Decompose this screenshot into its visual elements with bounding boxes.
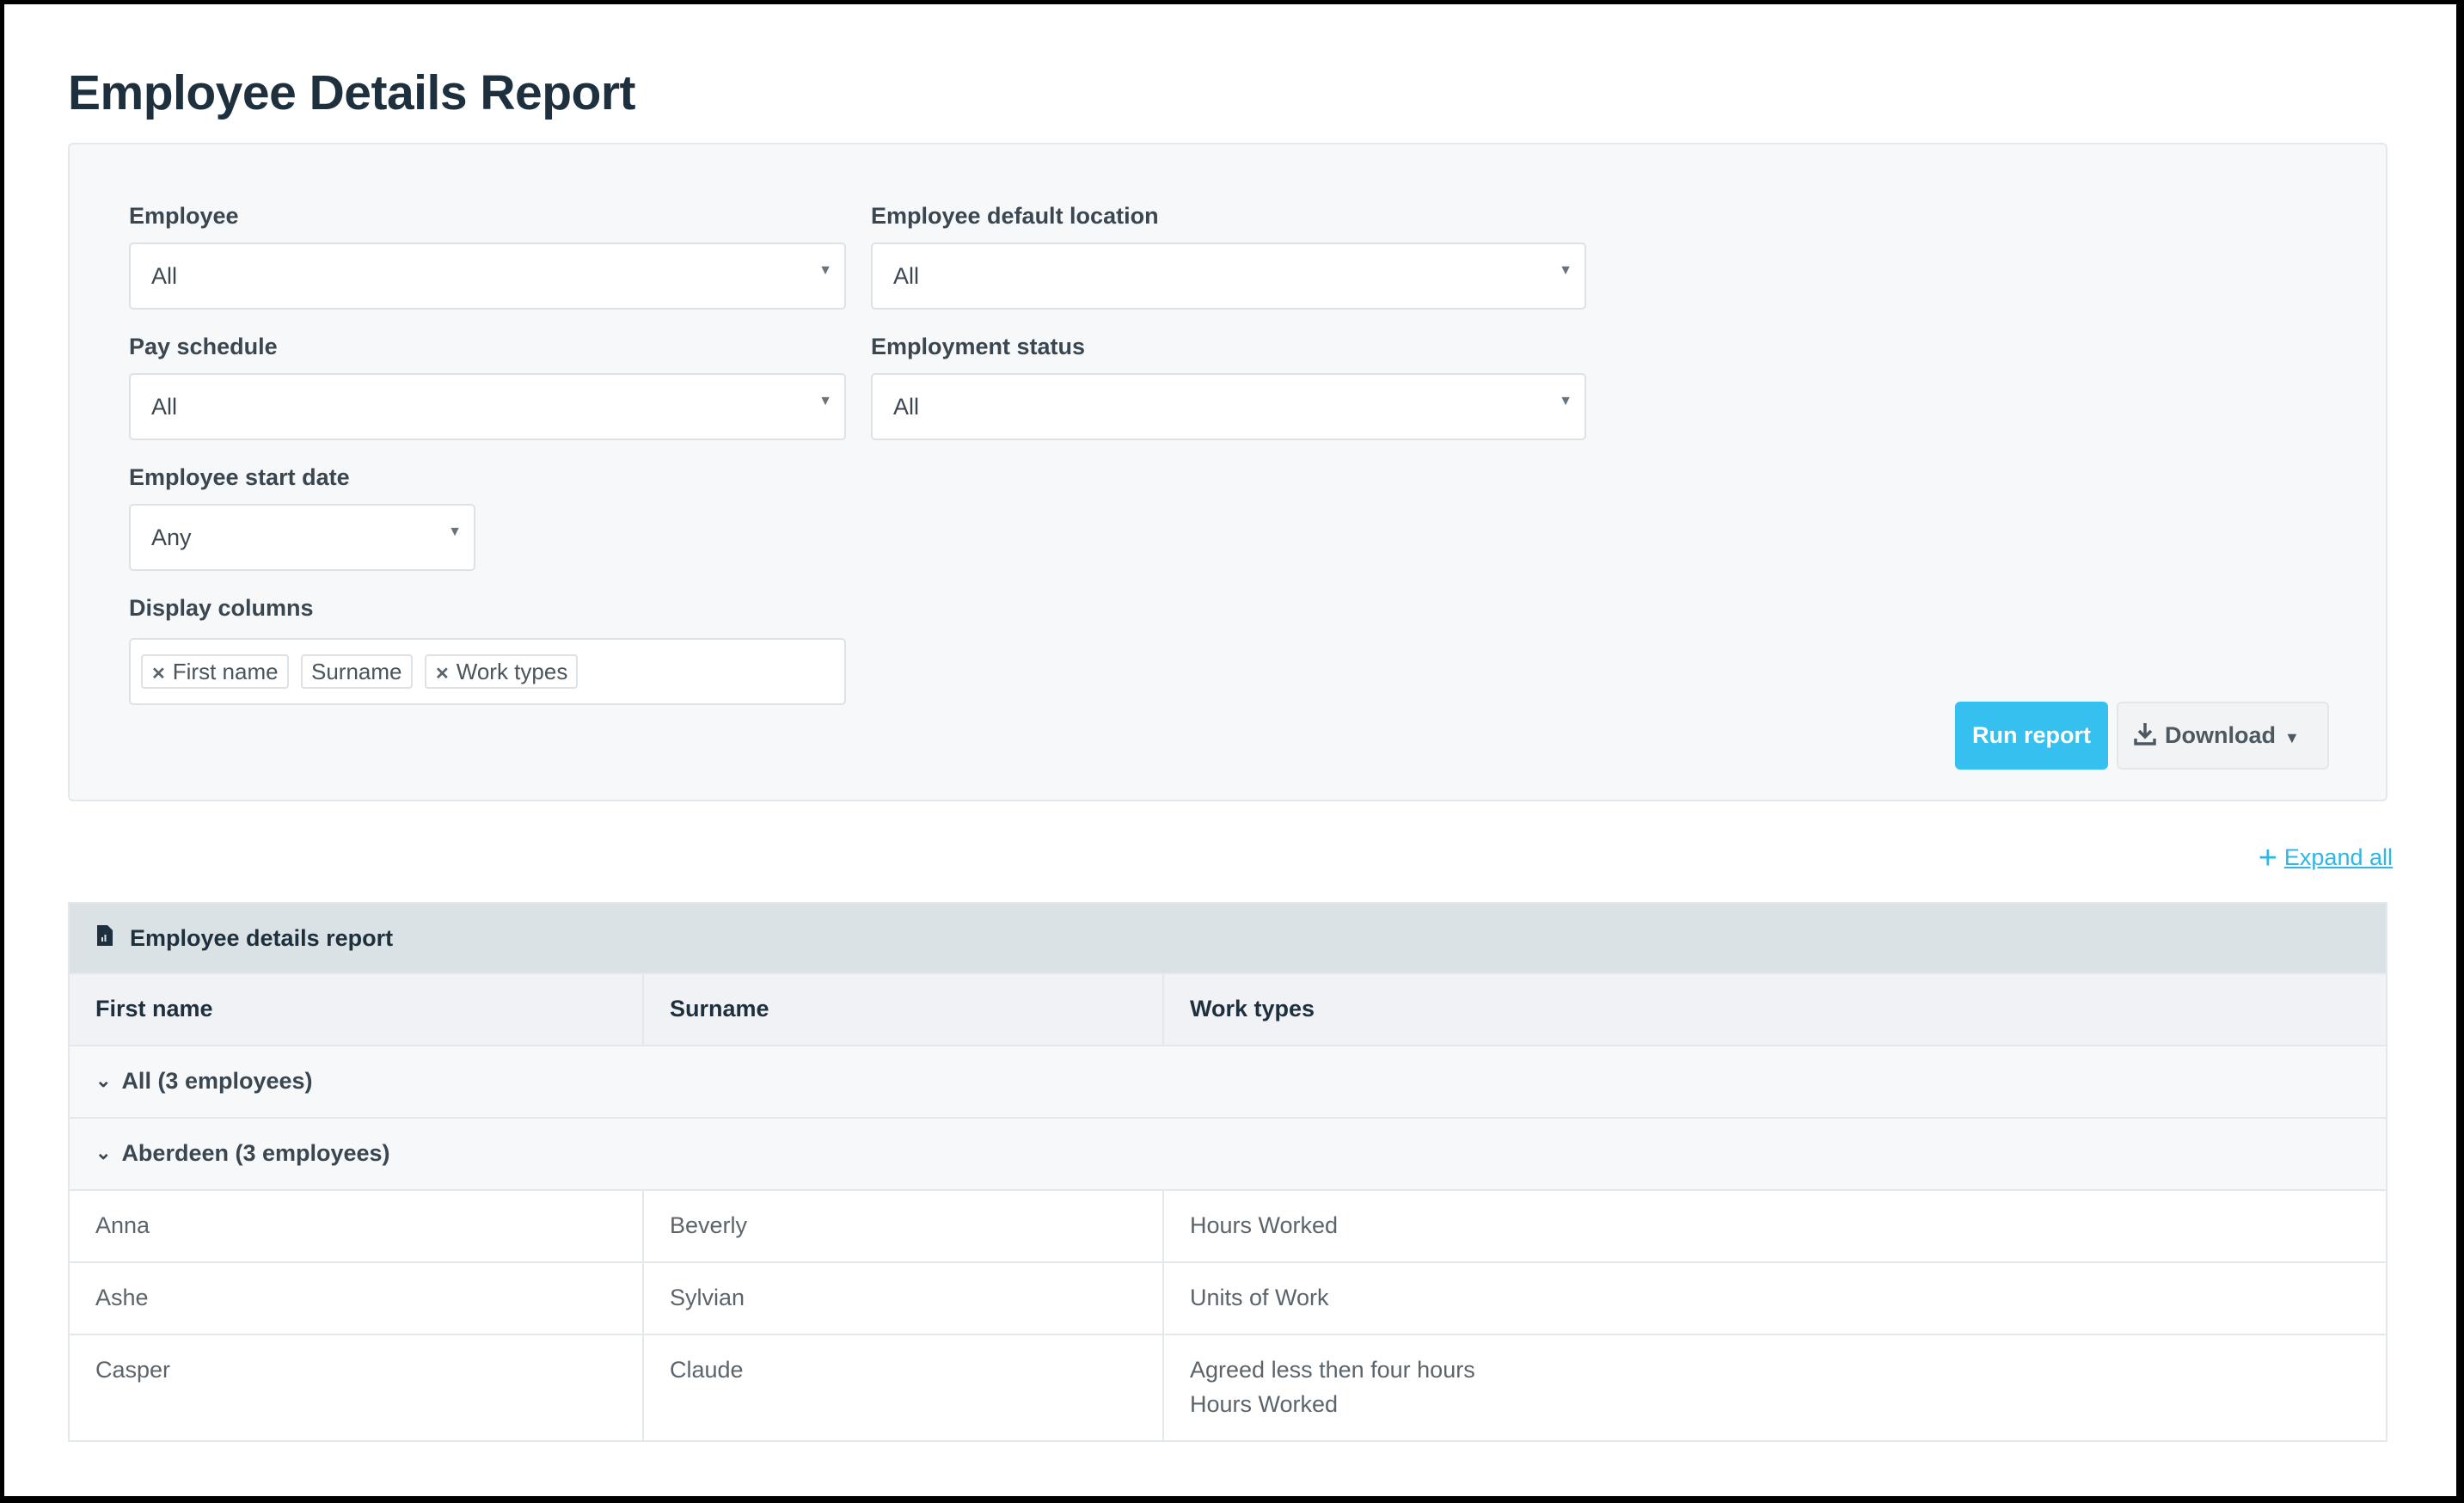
cell-work-types: Units of Work	[1190, 1285, 1329, 1310]
column-header-first-name[interactable]: First name	[70, 974, 644, 1045]
table-row: Anna Beverly Hours Worked	[70, 1189, 2386, 1261]
employment-status-label: Employment status	[871, 334, 1086, 359]
pay-schedule-select[interactable]: All ▼	[129, 373, 846, 440]
chip-work-types[interactable]: ✕ Work types	[425, 654, 579, 689]
pay-schedule-label: Pay schedule	[129, 334, 278, 359]
report-title: Employee details report	[130, 925, 394, 951]
cell-first-name: Ashe	[70, 1263, 644, 1334]
group-label: All (3 employees)	[121, 1068, 313, 1094]
column-header-row: First name Surname Work types	[70, 972, 2386, 1045]
page: Employee Details Report Employee All ▼ Em…	[4, 4, 2456, 1496]
caret-down-icon: ▼	[818, 263, 832, 278]
download-icon	[2134, 723, 2156, 745]
chevron-down-icon[interactable]: ⌄	[95, 1070, 112, 1091]
caret-down-icon: ▼	[448, 525, 462, 539]
caret-down-icon: ▼	[2284, 729, 2300, 746]
filter-panel: Employee All ▼ Employee default location …	[68, 143, 2387, 801]
chip-first-name[interactable]: ✕ First name	[141, 654, 289, 689]
report-file-icon	[97, 925, 113, 946]
download-button[interactable]: Download ▼	[2117, 702, 2329, 770]
work-type: Hours Worked	[1190, 1391, 1339, 1417]
column-header-work-types[interactable]: Work types	[1190, 996, 1315, 1021]
cell-surname: Sylvian	[644, 1263, 1164, 1334]
cell-work-types: Agreed less then four hours Hours Worked	[1164, 1335, 2386, 1440]
remove-icon[interactable]: ✕	[151, 665, 166, 684]
cell-surname: Claude	[644, 1335, 1164, 1440]
report-table: Employee details report First name Surna…	[68, 902, 2387, 1442]
expand-all-link[interactable]: + Expand all	[2259, 840, 2393, 877]
page-title: Employee Details Report	[68, 65, 636, 120]
cell-work-types: Hours Worked	[1190, 1212, 1339, 1238]
chevron-down-icon[interactable]: ⌄	[95, 1142, 112, 1163]
table-row: Casper Claude Agreed less then four hour…	[70, 1334, 2386, 1440]
column-header-surname[interactable]: Surname	[644, 974, 1164, 1045]
work-type: Agreed less then four hours	[1190, 1357, 1475, 1383]
employment-status-value: All	[893, 394, 920, 420]
caret-down-icon: ▼	[1559, 394, 1572, 408]
location-label: Employee default location	[871, 203, 1159, 229]
cell-surname: Beverly	[644, 1191, 1164, 1261]
caret-down-icon: ▼	[1559, 263, 1572, 278]
chip-label: Surname	[311, 659, 402, 684]
group-label: Aberdeen (3 employees)	[121, 1140, 390, 1166]
employment-status-select[interactable]: All ▼	[871, 373, 1586, 440]
chip-label: Work types	[456, 659, 568, 684]
report-header: Employee details report	[70, 904, 2386, 972]
caret-down-icon: ▼	[818, 394, 832, 408]
group-row-all[interactable]: ⌄ All (3 employees)	[70, 1045, 2386, 1117]
employee-select[interactable]: All ▼	[129, 242, 846, 310]
start-date-label: Employee start date	[129, 464, 350, 490]
employee-label: Employee	[129, 203, 239, 229]
chip-surname[interactable]: Surname	[301, 654, 413, 689]
display-columns-label: Display columns	[129, 595, 314, 621]
employee-value: All	[151, 263, 178, 289]
expand-all-label[interactable]: Expand all	[2283, 844, 2393, 870]
chip-label: First name	[172, 659, 279, 684]
group-row-aberdeen[interactable]: ⌄ Aberdeen (3 employees)	[70, 1117, 2386, 1189]
location-value: All	[893, 263, 920, 289]
cell-first-name: Casper	[70, 1335, 644, 1440]
run-report-button[interactable]: Run report	[1955, 702, 2108, 770]
download-label: Download	[2165, 722, 2276, 748]
display-columns-input[interactable]: ✕ First name Surname ✕ Work types	[129, 638, 846, 705]
start-date-select[interactable]: Any ▼	[129, 504, 475, 571]
table-row: Ashe Sylvian Units of Work	[70, 1261, 2386, 1334]
plus-icon: +	[2258, 840, 2277, 876]
remove-icon[interactable]: ✕	[435, 665, 450, 684]
cell-first-name: Anna	[70, 1191, 644, 1261]
pay-schedule-value: All	[151, 394, 178, 420]
start-date-value: Any	[151, 525, 192, 550]
location-select[interactable]: All ▼	[871, 242, 1586, 310]
